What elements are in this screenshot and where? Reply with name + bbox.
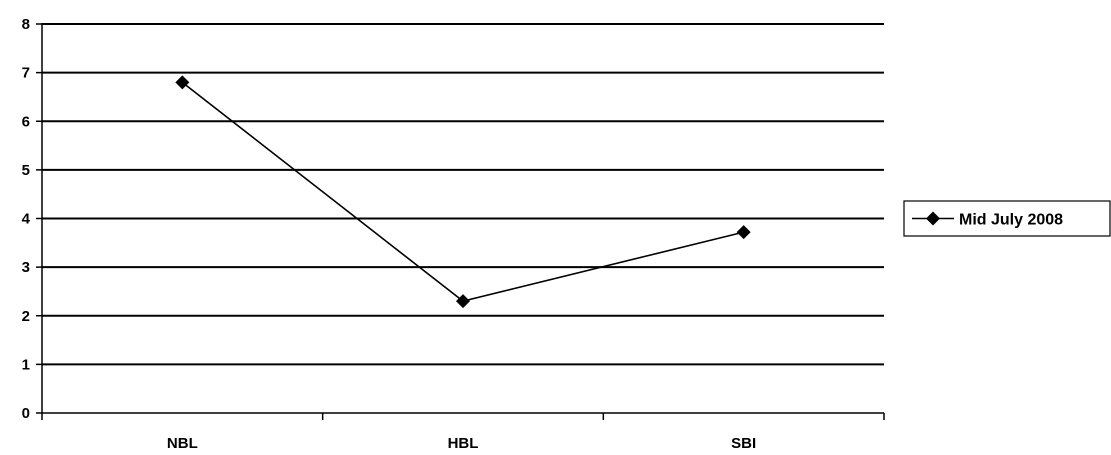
x-axis-ticks: NBL HBL SBI <box>41 413 885 452</box>
y-tick-label: 5 <box>22 162 30 179</box>
x-tick-label: HBL <box>448 435 479 452</box>
data-point-marker <box>736 225 751 240</box>
x-tick-label: SBI <box>731 435 756 452</box>
y-tick-label: 7 <box>22 65 30 82</box>
x-tick-label: NBL <box>167 435 198 452</box>
y-tick-label: 3 <box>22 259 30 276</box>
data-point-marker <box>456 294 470 309</box>
y-axis-ticks: 0 1 2 3 4 5 6 7 8 <box>22 16 42 422</box>
series-group <box>175 75 751 309</box>
legend: Mid July 2008 <box>903 200 1111 237</box>
gridlines <box>42 23 884 366</box>
legend-label: Mid July 2008 <box>959 212 1063 229</box>
y-tick-label: 1 <box>22 356 30 373</box>
y-tick-label: 2 <box>22 308 30 325</box>
data-point-marker <box>175 75 190 90</box>
series-line <box>181 81 744 303</box>
y-tick-label: 6 <box>22 113 30 130</box>
legend-marker-swatch <box>926 211 940 226</box>
y-tick-label: 4 <box>22 211 31 228</box>
y-tick-label: 0 <box>22 405 30 422</box>
y-tick-label: 8 <box>22 16 30 33</box>
